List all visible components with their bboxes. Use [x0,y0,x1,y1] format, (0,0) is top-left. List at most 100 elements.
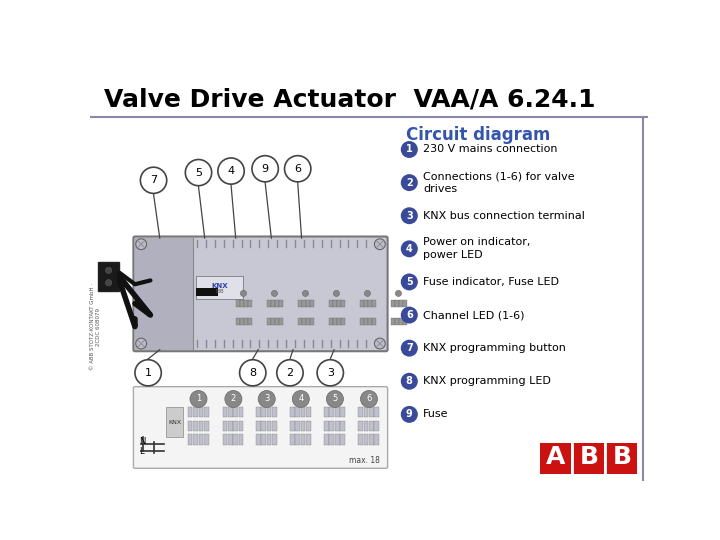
Circle shape [218,158,244,184]
Bar [341,318,346,325]
Circle shape [292,390,310,408]
Bar [330,407,334,417]
Bar [272,434,276,445]
Bar [372,300,377,307]
Bar [395,300,399,307]
Bar [196,276,243,300]
Text: 3: 3 [327,368,334,378]
Circle shape [276,360,303,386]
Bar [261,407,266,417]
Bar [573,443,604,474]
Text: Circuit diagram: Circuit diagram [406,126,551,144]
Text: 2: 2 [230,395,236,403]
Circle shape [401,174,418,191]
Bar [233,407,238,417]
FancyBboxPatch shape [133,237,387,351]
Text: 1: 1 [406,145,413,154]
Bar [295,421,300,431]
Bar [228,407,233,417]
Text: 7: 7 [406,343,413,353]
Bar [266,300,271,307]
Bar [341,407,345,417]
Circle shape [140,167,167,193]
Circle shape [326,390,343,408]
Circle shape [106,280,112,286]
Bar [239,407,243,417]
Bar [391,300,395,307]
Text: KNX programming button: KNX programming button [423,343,566,353]
Bar [266,421,271,431]
Bar [333,318,337,325]
Circle shape [364,291,371,296]
Bar [341,434,345,445]
Bar [306,300,310,307]
Text: 5: 5 [195,167,202,178]
Text: 1: 1 [196,395,201,403]
Bar [244,300,248,307]
Text: A: A [546,446,565,469]
Bar [310,300,315,307]
Bar [341,421,345,431]
Text: 4: 4 [406,244,413,254]
Bar [266,407,271,417]
Bar [204,421,209,431]
Text: Power on indicator,
power LED: Power on indicator, power LED [423,238,531,260]
Bar [399,318,403,325]
Circle shape [106,267,112,273]
Bar [228,434,233,445]
Text: KNX: KNX [211,282,228,288]
Bar [266,318,271,325]
Bar [368,318,372,325]
Circle shape [401,340,418,356]
Circle shape [136,239,147,249]
Text: Connections (1-6) for valve
drives: Connections (1-6) for valve drives [423,171,575,194]
Bar [330,434,334,445]
Circle shape [190,390,207,408]
Circle shape [401,373,418,390]
Circle shape [302,291,309,296]
Bar [297,300,302,307]
Bar [256,421,261,431]
Bar [374,434,379,445]
Bar [222,434,228,445]
Bar [391,318,395,325]
Bar [301,421,305,431]
Circle shape [374,338,385,349]
Text: 4: 4 [228,166,235,176]
Circle shape [136,338,147,349]
Bar [374,407,379,417]
Bar [324,434,329,445]
Circle shape [271,291,277,296]
Bar [233,421,238,431]
Bar [372,318,377,325]
Bar [302,300,306,307]
Bar [98,262,120,291]
Bar [360,318,364,325]
Bar [188,434,192,445]
Circle shape [240,291,246,296]
Circle shape [361,390,377,408]
Circle shape [401,141,418,158]
Text: Valve Drive Actuator  VAA/A 6.24.1: Valve Drive Actuator VAA/A 6.24.1 [104,88,595,112]
Bar [306,407,311,417]
Bar [199,421,203,431]
Circle shape [284,156,311,182]
Text: Fuse indicator, Fuse LED: Fuse indicator, Fuse LED [423,277,559,287]
Bar [358,434,363,445]
Bar [261,421,266,431]
Circle shape [258,390,275,408]
Bar [222,407,228,417]
Bar [335,407,340,417]
Bar [239,421,243,431]
Bar [330,421,334,431]
Bar [295,407,300,417]
Bar [240,300,244,307]
Bar [188,407,192,417]
Bar [403,300,408,307]
Bar [329,318,333,325]
Bar [275,318,279,325]
Bar [329,300,333,307]
Bar [364,407,368,417]
Circle shape [401,240,418,257]
Bar [275,300,279,307]
